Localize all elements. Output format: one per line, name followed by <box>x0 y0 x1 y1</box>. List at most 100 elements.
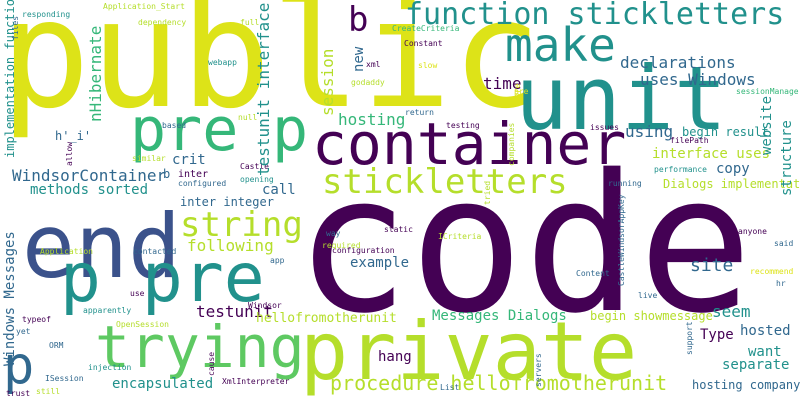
word: time <box>483 74 522 93</box>
word: function stickletters <box>405 0 785 32</box>
word: still <box>36 387 61 396</box>
word: recommend <box>750 267 794 276</box>
word: Constant <box>404 39 443 48</box>
word: allow <box>65 141 74 166</box>
word: use <box>130 289 145 298</box>
word: testing <box>446 121 480 130</box>
word: inter <box>178 169 209 180</box>
word: trying <box>95 313 305 381</box>
word: WindsorContainer <box>12 166 167 185</box>
word: website <box>759 95 775 155</box>
word: XmlInterpreter <box>222 377 290 386</box>
word: apparently <box>83 306 132 315</box>
word: hosting company <box>692 378 800 392</box>
word: Application <box>40 247 93 256</box>
word: hosted <box>740 323 791 339</box>
word: sessionManager <box>736 87 800 96</box>
word: p <box>272 95 309 165</box>
word: session <box>318 48 337 116</box>
word: injection <box>88 363 132 372</box>
word: private <box>300 305 638 398</box>
word: crit <box>172 152 206 168</box>
word: files <box>11 15 20 40</box>
word: Castle <box>240 162 269 171</box>
word: Application_Start <box>103 2 185 11</box>
word: opening <box>240 175 274 184</box>
word: b <box>348 0 369 40</box>
word: said <box>774 239 794 248</box>
word: full <box>240 18 260 27</box>
word: testunit <box>196 302 274 321</box>
word: uses Windows <box>640 70 756 89</box>
word: make <box>505 18 616 72</box>
word: Dialogs implementation <box>663 177 800 191</box>
word: code <box>295 134 753 355</box>
word: companies <box>507 122 516 166</box>
word: want <box>748 344 782 360</box>
word: declarations <box>620 53 736 72</box>
word: CreateCriteria <box>392 24 460 33</box>
word: Content <box>576 269 610 278</box>
word: nHibernate <box>86 25 105 122</box>
word: anyone <box>738 227 767 236</box>
word: Windows Messages <box>2 231 18 366</box>
word: support <box>685 321 694 355</box>
word: required <box>322 241 361 250</box>
word: pre <box>513 83 522 98</box>
word: ICriteria <box>438 232 482 241</box>
word: stickletters <box>322 162 568 202</box>
word: site <box>690 255 734 276</box>
word: webapp <box>208 58 237 67</box>
word: similar <box>132 154 166 163</box>
word: hellofromotherunit <box>256 311 397 326</box>
word: running <box>608 179 642 188</box>
word: ISession <box>45 374 84 383</box>
word: public <box>0 0 542 142</box>
word: following <box>187 236 274 255</box>
word: null <box>238 113 258 122</box>
word: procedure hellofromotherunit <box>330 371 668 395</box>
word: live <box>638 291 658 300</box>
word: List <box>440 383 460 392</box>
word: separate <box>722 357 790 373</box>
word: static <box>384 225 413 234</box>
word: call <box>262 182 296 198</box>
word: issues <box>590 123 619 132</box>
word: return <box>405 108 434 117</box>
word: responding <box>22 10 71 19</box>
word: using <box>625 122 674 141</box>
word: godaddy <box>351 78 385 87</box>
word: structure <box>779 120 795 196</box>
word: CastleWindsorAppKey <box>617 194 626 286</box>
word: OpenSession <box>116 320 169 329</box>
word: container <box>312 110 627 178</box>
word: interface uses <box>652 146 771 162</box>
word: inter integer <box>180 195 274 209</box>
word: tried <box>483 180 492 205</box>
word: testunit interface <box>254 2 273 176</box>
word: xml <box>366 60 381 69</box>
word: typeof <box>22 315 51 324</box>
word: way <box>326 229 341 238</box>
word: ORM <box>49 341 64 350</box>
word: dependency <box>138 18 187 27</box>
word: pre <box>130 95 239 165</box>
word: new <box>351 46 367 72</box>
word: string <box>180 205 303 245</box>
word: p pre <box>60 239 265 318</box>
word: h'_i' <box>55 129 92 143</box>
word: hosting <box>338 110 406 129</box>
word: unit <box>515 47 727 150</box>
word: Type <box>700 327 734 343</box>
word: copy <box>716 161 750 177</box>
word: filePath <box>670 136 709 145</box>
word: Windsor <box>248 301 282 310</box>
word: begin showmessage <box>590 309 713 323</box>
word: end <box>22 195 181 298</box>
word: seem <box>712 302 751 321</box>
word: configuration <box>332 246 395 255</box>
word: begin result <box>682 125 769 139</box>
word: performance <box>654 165 707 174</box>
word: methods sorted <box>30 182 149 198</box>
